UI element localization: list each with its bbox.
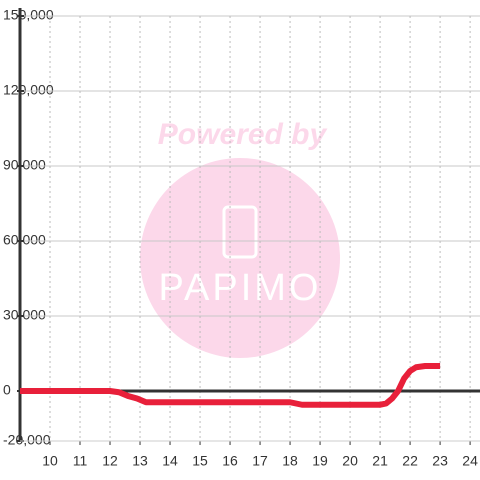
y-tick-label: -20,000 xyxy=(3,432,51,448)
y-tick-label: 30,000 xyxy=(3,307,46,323)
watermark-heading: Powered by xyxy=(158,118,328,151)
y-tick-label: 90,000 xyxy=(3,157,46,173)
x-tick-label: 24 xyxy=(462,453,478,469)
x-tick-label: 12 xyxy=(102,453,118,469)
series-line xyxy=(20,363,441,408)
x-tick-label: 19 xyxy=(312,453,328,469)
x-tick-label: 14 xyxy=(162,453,178,469)
x-tick-label: 20 xyxy=(342,453,358,469)
y-tick-label: 150,000 xyxy=(3,7,54,23)
x-tick-label: 16 xyxy=(222,453,238,469)
x-tick-label: 23 xyxy=(432,453,448,469)
x-tick-label: 11 xyxy=(73,453,88,469)
watermark: Powered by PAPIMO xyxy=(140,118,340,358)
y-tick-label: 0 xyxy=(3,382,11,398)
x-tick-label: 17 xyxy=(252,453,268,469)
x-tick-label: 10 xyxy=(42,453,58,469)
x-tick-label: 18 xyxy=(282,453,298,469)
x-tick-label: 21 xyxy=(372,453,388,469)
x-tick-label: 22 xyxy=(402,453,418,469)
x-tick-label: 15 xyxy=(192,453,208,469)
watermark-icon xyxy=(222,205,258,259)
y-tick-label: 60,000 xyxy=(3,232,46,248)
y-tick-label: 120,000 xyxy=(3,82,54,98)
x-tick-label: 13 xyxy=(132,453,148,469)
watermark-brand: PAPIMO xyxy=(159,267,322,309)
